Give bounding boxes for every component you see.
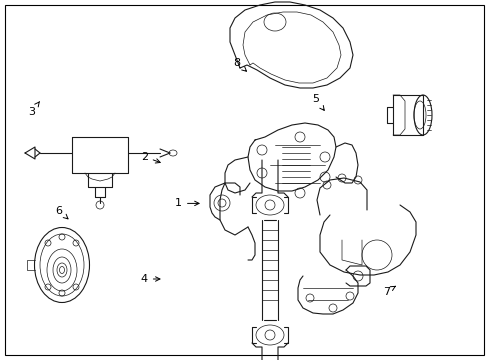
Text: 7: 7 [382,286,395,297]
Text: 6: 6 [55,206,68,219]
Text: 5: 5 [311,94,324,111]
Text: 3: 3 [28,102,40,117]
Text: 1: 1 [175,198,199,208]
Text: 4: 4 [141,274,160,284]
Text: 8: 8 [233,58,246,71]
Text: 2: 2 [141,152,160,163]
